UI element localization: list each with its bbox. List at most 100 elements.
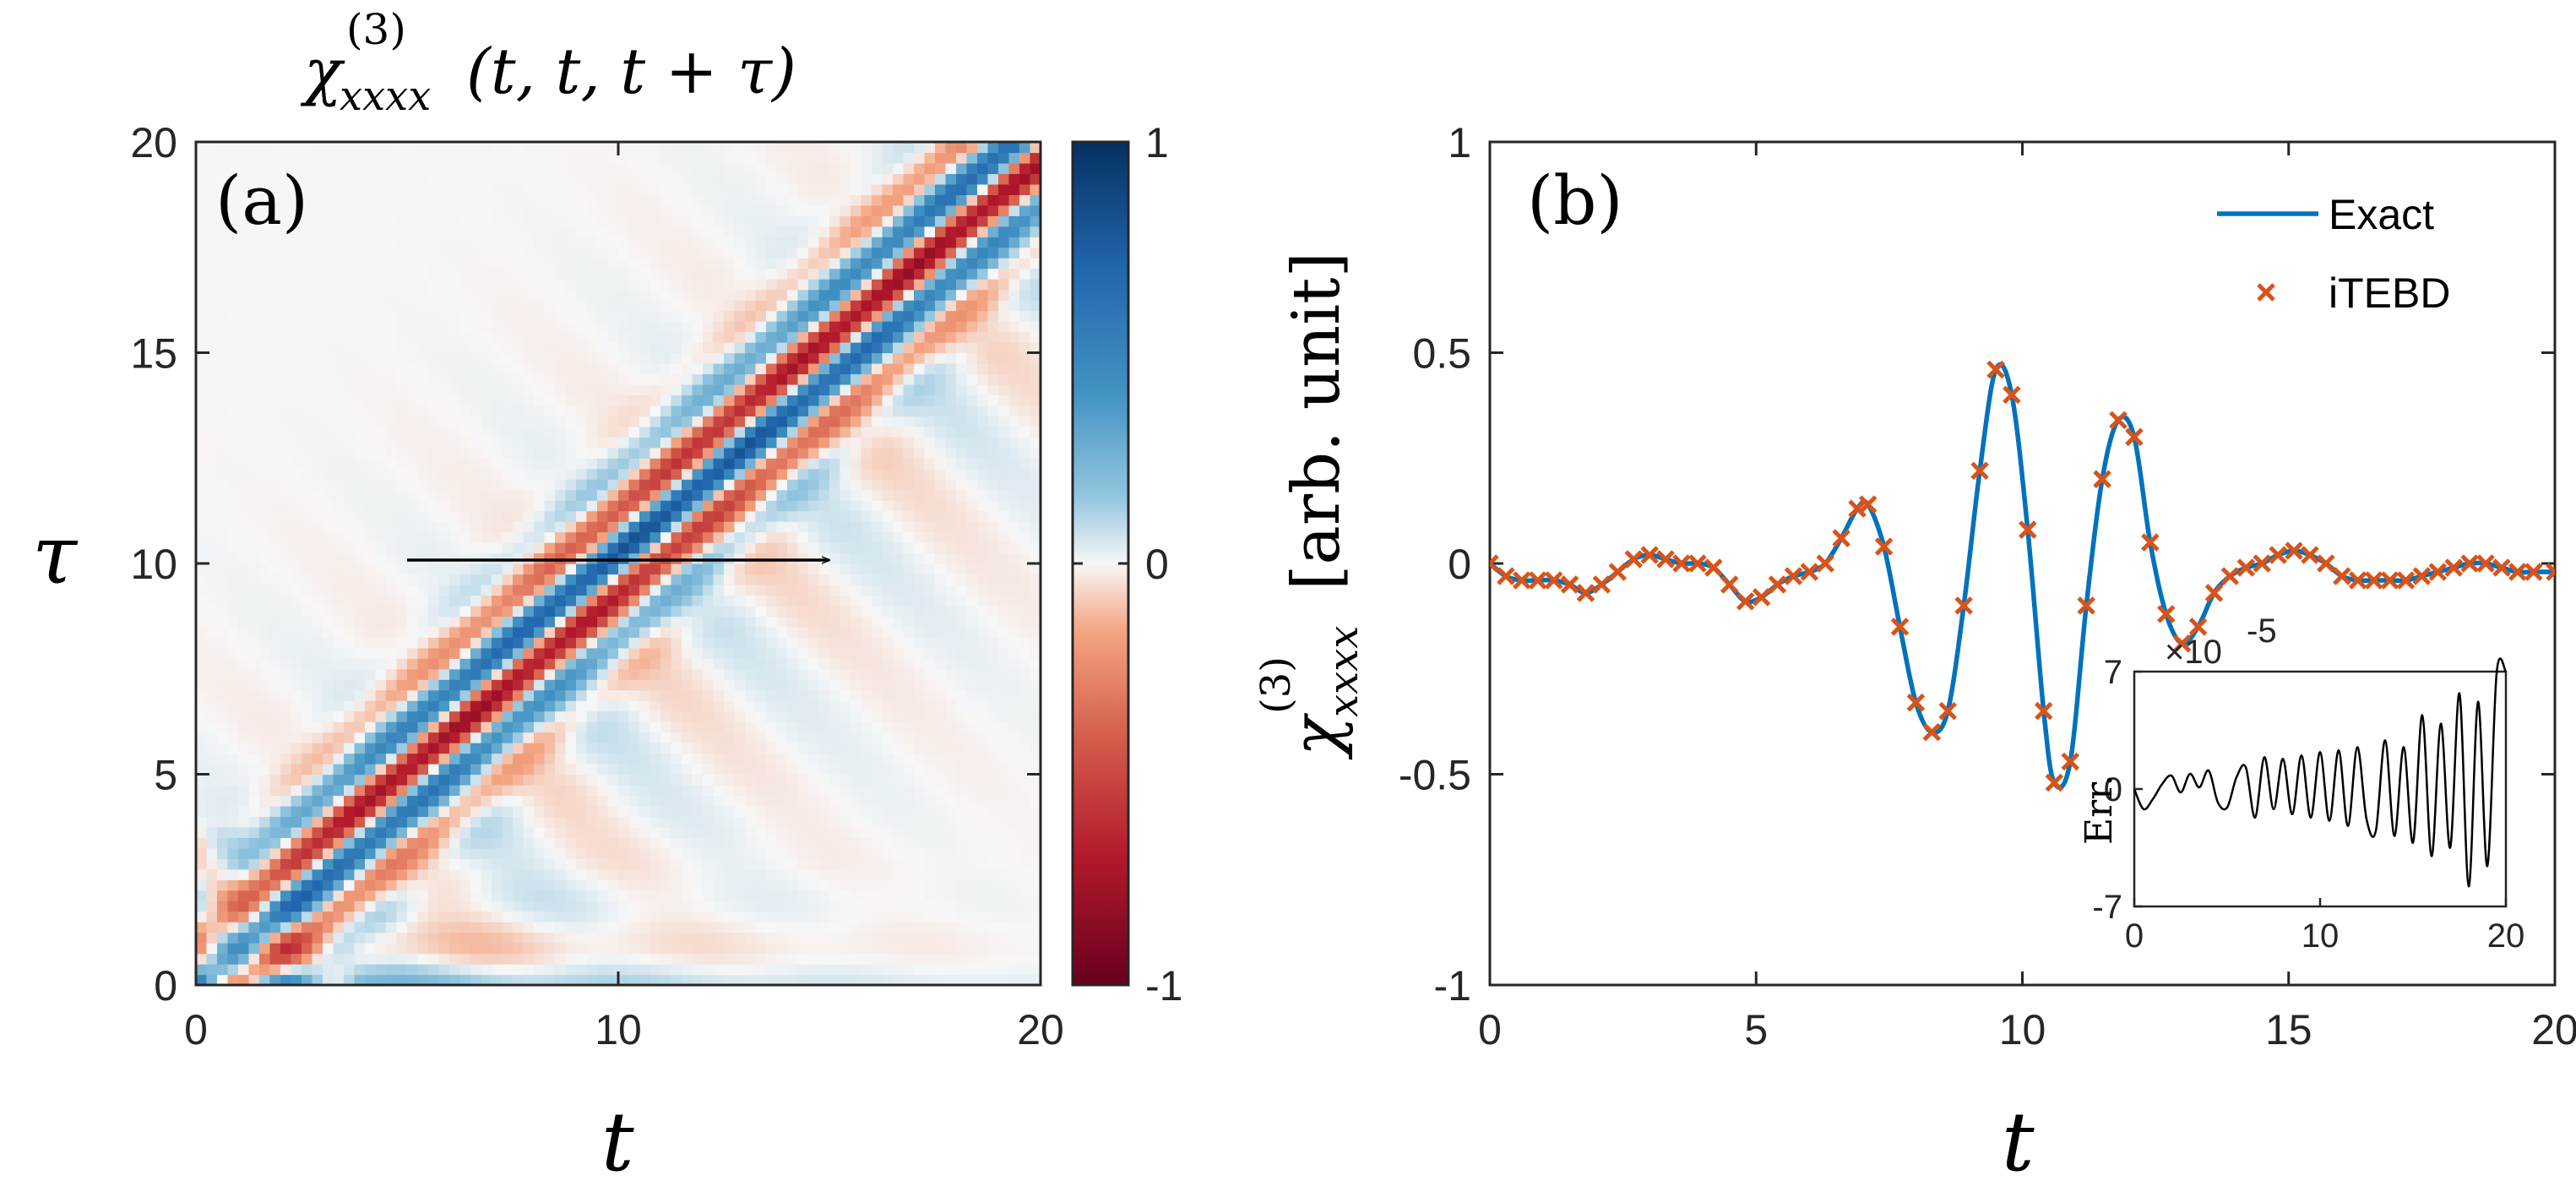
heatmap-cell [745, 901, 757, 912]
heatmap-cell [576, 953, 588, 965]
heatmap-cell [628, 352, 640, 364]
heatmap-cell [703, 700, 715, 712]
heatmap-cell [618, 626, 630, 638]
heatmap-cell [407, 743, 419, 754]
heatmap-cell [323, 447, 334, 459]
heatmap-cell [280, 468, 292, 480]
heatmap-cell [365, 479, 377, 491]
heatmap-cell [703, 953, 715, 965]
heatmap-cell [766, 300, 778, 312]
heatmap-cell [597, 868, 609, 880]
heatmap-cell [829, 795, 841, 807]
heatmap-cell [470, 795, 482, 807]
heatmap-cell [776, 668, 788, 680]
heatmap-cell [597, 911, 609, 922]
heatmap-cell [248, 689, 260, 701]
heatmap-cell [280, 668, 292, 680]
heatmap-cell [618, 816, 630, 828]
heatmap-cell [660, 458, 672, 470]
heatmap-cell [217, 943, 229, 955]
heatmap-cell [238, 626, 250, 638]
heatmap-cell [227, 574, 239, 585]
heatmap-cell [291, 605, 302, 617]
heatmap-cell [365, 395, 377, 406]
heatmap-cell [682, 868, 693, 880]
heatmap-cell [312, 816, 323, 828]
heatmap-cell [734, 500, 746, 512]
heatmap-cell [407, 964, 419, 976]
heatmap-cell [459, 405, 471, 416]
heatmap-cell [481, 605, 492, 617]
heatmap-cell [386, 890, 398, 901]
heatmap-cell [660, 943, 672, 955]
heatmap-cell [492, 362, 503, 375]
heatmap-cell [481, 215, 492, 227]
heatmap-cell [671, 268, 682, 280]
heatmap-cell [544, 247, 556, 259]
heatmap-cell [407, 911, 419, 922]
heatmap-cell [703, 826, 715, 838]
heatmap-cell [280, 858, 292, 870]
heatmap-cell [597, 204, 609, 216]
heatmap-cell [544, 700, 556, 712]
heatmap-cell [470, 237, 482, 248]
heatmap-cell [513, 964, 524, 976]
heatmap-cell [417, 563, 429, 575]
heatmap-cell [692, 373, 704, 385]
heatmap-cell [217, 426, 229, 438]
heatmap-cell [407, 362, 419, 375]
heatmap-cell [470, 595, 482, 607]
heatmap-cell [333, 237, 345, 248]
heatmap-cell [269, 943, 281, 955]
heatmap-cell [576, 911, 588, 922]
heatmap-cell [238, 342, 250, 354]
heatmap-cell [502, 584, 514, 596]
heatmap-cell [808, 689, 820, 701]
heatmap-cell [692, 362, 704, 375]
heatmap-cell [312, 953, 323, 965]
heatmap-cell [607, 331, 619, 343]
heatmap-cell [597, 479, 609, 491]
heatmap-cell [565, 805, 577, 817]
heatmap-cell [544, 890, 556, 901]
heatmap-cell [523, 321, 535, 333]
heatmap-cell [269, 743, 281, 754]
heatmap-cell [639, 647, 651, 659]
heatmap-cell [618, 890, 630, 901]
heatmap-cell [365, 352, 377, 364]
heatmap-cell [375, 890, 387, 901]
heatmap-cell [438, 637, 450, 649]
heatmap-cell [724, 468, 736, 480]
heatmap-cell [492, 331, 503, 343]
heatmap-cell [502, 194, 514, 206]
heatmap-cell [312, 563, 323, 575]
heatmap-cell [745, 247, 757, 259]
heatmap-cell [196, 595, 208, 607]
heatmap-cell [280, 531, 292, 543]
heatmap-cell [597, 953, 609, 965]
heatmap-cell [227, 732, 239, 743]
heatmap-cell [745, 626, 757, 638]
heatmap-cell [713, 721, 725, 733]
heatmap-cell [238, 479, 250, 491]
heatmap-cell [555, 468, 567, 480]
heatmap-cell [660, 510, 672, 522]
heatmap-cell [386, 352, 398, 364]
heatmap-cell [354, 279, 366, 291]
heatmap-cell [217, 689, 229, 701]
heatmap-cell [333, 384, 345, 395]
heatmap-cell [808, 795, 820, 807]
heatmap-cell [269, 373, 281, 385]
heatmap-cell [513, 932, 524, 944]
heatmap-cell [417, 542, 429, 554]
heatmap-cell [787, 890, 799, 901]
heatmap-cell [787, 183, 799, 195]
heatmap-cell [692, 342, 704, 354]
heatmap-cell [386, 847, 398, 859]
heatmap-cell [703, 805, 715, 817]
heatmap-cell [238, 974, 250, 985]
heatmap-cell [396, 753, 408, 765]
heatmap-cell [428, 826, 440, 838]
heatmap-cell [302, 679, 313, 691]
heatmap-cell [808, 289, 820, 301]
